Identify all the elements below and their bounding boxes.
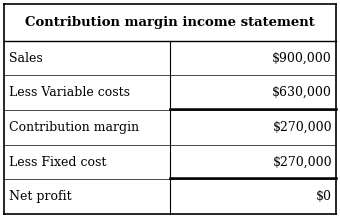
Text: $270,000: $270,000 (272, 155, 332, 169)
Text: Contribution margin income statement: Contribution margin income statement (25, 16, 315, 29)
Text: Net profit: Net profit (9, 190, 72, 203)
Text: Contribution margin: Contribution margin (9, 121, 139, 134)
Text: Less Fixed cost: Less Fixed cost (9, 155, 106, 169)
Text: $630,000: $630,000 (272, 86, 332, 99)
Text: $0: $0 (316, 190, 332, 203)
Text: Sales: Sales (9, 52, 43, 65)
Text: $900,000: $900,000 (272, 52, 332, 65)
Text: Less Variable costs: Less Variable costs (9, 86, 130, 99)
Text: $270,000: $270,000 (272, 121, 332, 134)
